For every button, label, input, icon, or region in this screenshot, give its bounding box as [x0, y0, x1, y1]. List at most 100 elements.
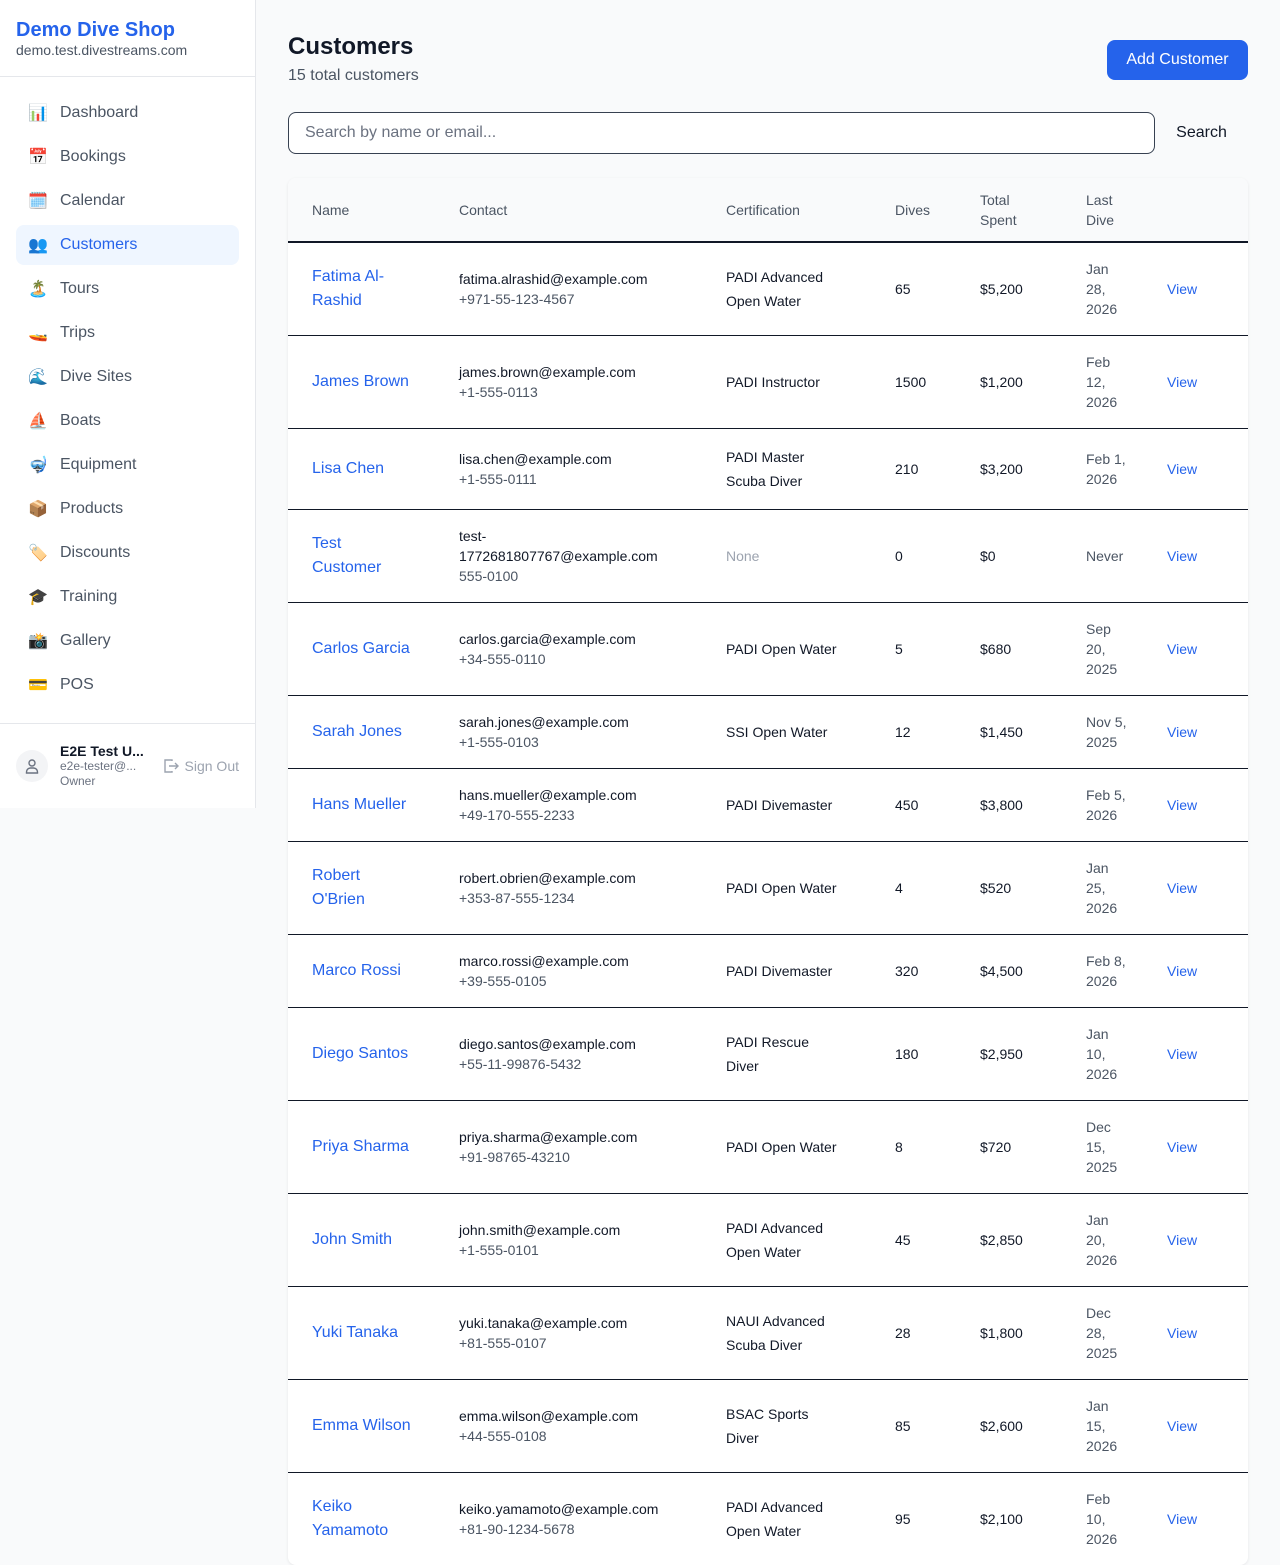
- customer-name-link[interactable]: Fatima Al-Rashid: [312, 265, 412, 313]
- customer-name-link[interactable]: Emma Wilson: [312, 1414, 412, 1438]
- total-spent: $1,800: [956, 1287, 1062, 1380]
- name-cell: Sarah Jones: [288, 696, 435, 769]
- action-cell: View: [1167, 935, 1248, 1008]
- customer-name-link[interactable]: Hans Mueller: [312, 793, 412, 817]
- view-customer-link[interactable]: View: [1167, 797, 1197, 813]
- action-cell: View: [1167, 1380, 1248, 1473]
- sidebar-item-bookings[interactable]: 📅Bookings: [16, 137, 239, 177]
- tag-icon: 🏷️: [28, 543, 48, 563]
- users-icon: 👥: [28, 235, 48, 255]
- sidebar-item-pos[interactable]: 💳POS: [16, 665, 239, 705]
- wave-icon: 🌊: [28, 367, 48, 387]
- sidebar-item-trips[interactable]: 🚤Trips: [16, 313, 239, 353]
- table-row: James Brown james.brown@example.com+1-55…: [288, 336, 1248, 429]
- customer-name-link[interactable]: John Smith: [312, 1228, 412, 1252]
- sidebar-item-customers[interactable]: 👥Customers: [16, 225, 239, 265]
- last-dive: Jan 25, 2026: [1062, 842, 1167, 935]
- column-header: Name: [288, 178, 435, 242]
- customer-phone: +971-55-123-4567: [459, 289, 702, 309]
- column-header: Last Dive: [1062, 178, 1167, 242]
- sidebar-item-equipment[interactable]: 🤿Equipment: [16, 445, 239, 485]
- customer-name-link[interactable]: Yuki Tanaka: [312, 1321, 412, 1345]
- view-customer-link[interactable]: View: [1167, 880, 1197, 896]
- customer-email: hans.mueller@example.com: [459, 785, 702, 805]
- action-cell: View: [1167, 1008, 1248, 1101]
- name-cell: John Smith: [288, 1194, 435, 1287]
- customer-email: james.brown@example.com: [459, 362, 702, 382]
- view-customer-link[interactable]: View: [1167, 963, 1197, 979]
- action-cell: View: [1167, 769, 1248, 842]
- add-customer-button[interactable]: Add Customer: [1107, 40, 1248, 80]
- package-icon: 📦: [28, 499, 48, 519]
- sidebar-item-label: Boats: [60, 412, 101, 430]
- customer-name-link[interactable]: Lisa Chen: [312, 457, 412, 481]
- table-row: Fatima Al-Rashid fatima.alrashid@example…: [288, 242, 1248, 336]
- table-row: Marco Rossi marco.rossi@example.com+39-5…: [288, 935, 1248, 1008]
- view-customer-link[interactable]: View: [1167, 641, 1197, 657]
- action-cell: View: [1167, 336, 1248, 429]
- search-input[interactable]: [288, 112, 1155, 154]
- search-button[interactable]: Search: [1155, 112, 1248, 154]
- action-cell: View: [1167, 429, 1248, 510]
- sidebar-item-products[interactable]: 📦Products: [16, 489, 239, 529]
- contact-cell: emma.wilson@example.com+44-555-0108: [435, 1380, 702, 1473]
- total-spent: $3,200: [956, 429, 1062, 510]
- customer-name-link[interactable]: Keiko Yamamoto: [312, 1495, 412, 1543]
- contact-cell: fatima.alrashid@example.com+971-55-123-4…: [435, 242, 702, 336]
- sidebar: Demo Dive Shop demo.test.divestreams.com…: [0, 0, 256, 808]
- sidebar-item-dive-sites[interactable]: 🌊Dive Sites: [16, 357, 239, 397]
- sidebar-item-label: Training: [60, 588, 117, 606]
- dives: 5: [871, 603, 956, 696]
- action-cell: View: [1167, 242, 1248, 336]
- customer-name-link[interactable]: Diego Santos: [312, 1042, 412, 1066]
- contact-cell: yuki.tanaka@example.com+81-555-0107: [435, 1287, 702, 1380]
- sidebar-item-training[interactable]: 🎓Training: [16, 577, 239, 617]
- name-cell: Yuki Tanaka: [288, 1287, 435, 1380]
- dives: 45: [871, 1194, 956, 1287]
- sidebar-item-tours[interactable]: 🏝️Tours: [16, 269, 239, 309]
- view-customer-link[interactable]: View: [1167, 1232, 1197, 1248]
- contact-cell: robert.obrien@example.com+353-87-555-123…: [435, 842, 702, 935]
- view-customer-link[interactable]: View: [1167, 1325, 1197, 1341]
- customer-name-link[interactable]: Robert O'Brien: [312, 864, 412, 912]
- total-spent: $5,200: [956, 242, 1062, 336]
- dives: 320: [871, 935, 956, 1008]
- diving-mask-icon: 🤿: [28, 455, 48, 475]
- shop-name[interactable]: Demo Dive Shop: [16, 16, 239, 44]
- customer-name-link[interactable]: James Brown: [312, 370, 412, 394]
- view-customer-link[interactable]: View: [1167, 1511, 1197, 1527]
- view-customer-link[interactable]: View: [1167, 548, 1197, 564]
- view-customer-link[interactable]: View: [1167, 1046, 1197, 1062]
- view-customer-link[interactable]: View: [1167, 374, 1197, 390]
- table-row: Test Customer test-1772681807767@example…: [288, 510, 1248, 603]
- view-customer-link[interactable]: View: [1167, 461, 1197, 477]
- total-spent: $3,800: [956, 769, 1062, 842]
- total-spent: $520: [956, 842, 1062, 935]
- view-customer-link[interactable]: View: [1167, 281, 1197, 297]
- sidebar-item-dashboard[interactable]: 📊Dashboard: [16, 93, 239, 133]
- view-customer-link[interactable]: View: [1167, 1418, 1197, 1434]
- column-header: Total Spent: [956, 178, 1062, 242]
- contact-cell: james.brown@example.com+1-555-0113: [435, 336, 702, 429]
- customer-email: diego.santos@example.com: [459, 1034, 702, 1054]
- view-customer-link[interactable]: View: [1167, 724, 1197, 740]
- table-row: Robert O'Brien robert.obrien@example.com…: [288, 842, 1248, 935]
- customer-name-link[interactable]: Sarah Jones: [312, 720, 412, 744]
- sidebar-item-boats[interactable]: ⛵Boats: [16, 401, 239, 441]
- view-customer-link[interactable]: View: [1167, 1139, 1197, 1155]
- contact-cell: diego.santos@example.com+55-11-99876-543…: [435, 1008, 702, 1101]
- sidebar-item-gallery[interactable]: 📸Gallery: [16, 621, 239, 661]
- customer-name-link[interactable]: Test Customer: [312, 532, 412, 580]
- action-cell: View: [1167, 696, 1248, 769]
- customer-name-link[interactable]: Priya Sharma: [312, 1135, 412, 1159]
- customer-name-link[interactable]: Carlos Garcia: [312, 637, 412, 661]
- sidebar-item-calendar[interactable]: 🗓️Calendar: [16, 181, 239, 221]
- customer-count: 15 total customers: [288, 67, 419, 85]
- brand: Demo Dive Shop demo.test.divestreams.com: [0, 0, 255, 77]
- customer-name-link[interactable]: Marco Rossi: [312, 959, 412, 983]
- total-spent: $680: [956, 603, 1062, 696]
- sidebar-item-discounts[interactable]: 🏷️Discounts: [16, 533, 239, 573]
- sign-out-button[interactable]: Sign Out: [163, 758, 239, 774]
